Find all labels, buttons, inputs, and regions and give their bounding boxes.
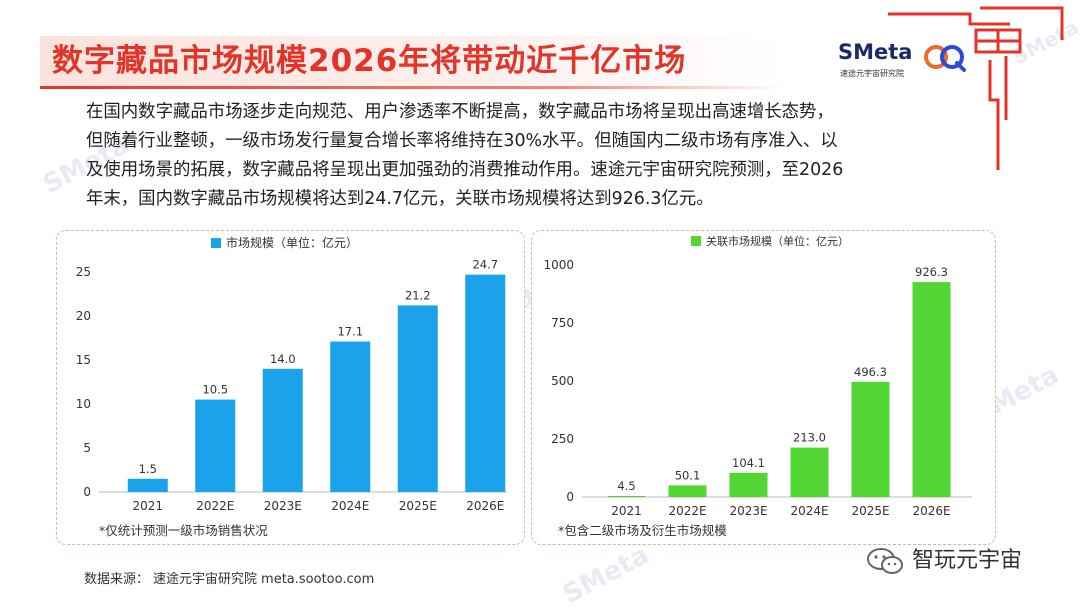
summary-paragraph: 在国内数字藏品市场逐步走向规范、用户渗透率不断提高，数字藏品市场将呈现出高速增长… (86, 98, 966, 214)
y-tick-label: 750 (551, 316, 574, 330)
y-tick-label: 0 (83, 485, 91, 499)
watermark: SMeta (558, 540, 654, 607)
bar-value-label: 50.1 (675, 468, 701, 482)
bar (668, 485, 707, 497)
x-tick-label: 2022E (668, 504, 706, 518)
legend-swatch (691, 236, 701, 246)
y-tick-label: 25 (76, 265, 91, 279)
y-tick-label: 500 (551, 374, 574, 388)
x-tick-label: 2026E (912, 504, 950, 518)
y-tick-label: 20 (76, 309, 91, 323)
source-url: meta.sootoo.com (261, 572, 375, 587)
x-tick-label: 2022E (196, 499, 234, 513)
y-tick-label: 15 (76, 353, 91, 367)
bar (397, 305, 438, 492)
data-source: 数据来源： 速途元宇宙研究院 meta.sootoo.com (84, 568, 378, 587)
page-title: 数字藏品市场规模2026年将带动近千亿市场 (52, 43, 687, 79)
source-label: 数据来源： (84, 572, 150, 587)
corner-ornament-icon (888, 6, 1064, 170)
x-tick-label: 2021 (611, 504, 642, 518)
bar-value-label: 14.0 (270, 352, 296, 366)
wechat-account-name: 智玩元宇宙 (912, 548, 1023, 573)
market-size-panel: 市场规模（单位：亿元） 0 5 10 15 20 25 1.5 2021 10.5 2022E 14.… (56, 230, 525, 545)
logo-wordmark: SMeta (838, 40, 913, 64)
x-tick-label: 2024E (331, 499, 369, 513)
x-tick-label: 2024E (790, 504, 828, 518)
paragraph-line: 但随着行业整顿，一级市场发行量复合增长率将维持在30%水平。但随国内二级市场有序… (86, 131, 838, 151)
legend-swatch (211, 238, 221, 248)
legend-label: 市场规模（单位：亿元） (226, 235, 358, 250)
x-tick-label: 2021 (132, 499, 163, 513)
bar (465, 274, 506, 492)
title-bar (40, 36, 785, 86)
legend-label: 关联市场规模（单位：亿元） (706, 234, 849, 248)
smeta-logo: SMeta 速途元宇宙研究院 (838, 38, 968, 86)
x-tick-label: 2023E (729, 504, 767, 518)
logo-rings-icon (924, 45, 966, 72)
bar-value-label: 24.7 (472, 258, 498, 272)
x-tick-label: 2026E (466, 499, 504, 513)
bar (912, 282, 951, 497)
bar-value-label: 104.1 (732, 456, 765, 470)
bar (607, 495, 646, 497)
x-tick-label: 2025E (399, 499, 437, 513)
y-tick-label: 1000 (543, 258, 574, 272)
bar-value-label: 17.1 (337, 325, 363, 339)
bar-value-label: 213.0 (793, 431, 826, 445)
bar-value-label: 926.3 (915, 265, 948, 279)
paragraph-line: 年末，国内数字藏品市场规模将达到24.7亿元，关联市场规模将达到926.3亿元。 (86, 189, 714, 209)
wechat-account: 智玩元宇宙 (866, 546, 1056, 576)
wechat-icon (867, 548, 903, 574)
related-market-panel: 关联市场规模（单位：亿元） 0 250 500 750 1000 4.5 2021 50.1 20… (531, 230, 996, 545)
bar (729, 472, 768, 497)
y-tick-label: 5 (83, 441, 91, 455)
logo-subtitle: 速途元宇宙研究院 (840, 69, 904, 78)
bar-value-label: 21.2 (405, 288, 431, 302)
title-underline (40, 86, 785, 89)
bar-value-label: 4.5 (617, 479, 635, 493)
bar (262, 368, 303, 492)
related-market-note: *包含二级市场及衍生市场规模 (558, 523, 727, 538)
source-name: 速途元宇宙研究院 (153, 572, 258, 587)
market-size-chart: 市场规模（单位：亿元） 0 5 10 15 20 25 1.5 2021 10.5 2022E 14.… (76, 235, 507, 513)
bar-value-label: 496.3 (854, 365, 887, 379)
x-tick-label: 2023E (264, 499, 302, 513)
bar (790, 447, 829, 497)
y-tick-label: 250 (551, 432, 574, 446)
x-tick-label: 2025E (851, 504, 889, 518)
paragraph-line: 在国内数字藏品市场逐步走向规范、用户渗透率不断提高，数字藏品市场将呈现出高速增长… (86, 102, 834, 122)
bar-value-label: 10.5 (202, 383, 228, 397)
bar (330, 341, 371, 492)
bar-value-label: 1.5 (139, 462, 157, 476)
paragraph-line: 及使用场景的拓展，数字藏品将呈现出更加强劲的消费推动作用。速途元宇宙研究院预测，… (86, 160, 844, 180)
y-tick-label: 0 (566, 490, 574, 504)
y-tick-label: 10 (76, 397, 91, 411)
bar (195, 399, 236, 492)
bar (127, 478, 168, 492)
bar (851, 381, 890, 497)
related-market-chart: 关联市场规模（单位：亿元） 0 250 500 750 1000 4.5 2021 50.1 20… (543, 234, 972, 518)
market-size-note: *仅统计预测一级市场销售状况 (99, 523, 268, 538)
